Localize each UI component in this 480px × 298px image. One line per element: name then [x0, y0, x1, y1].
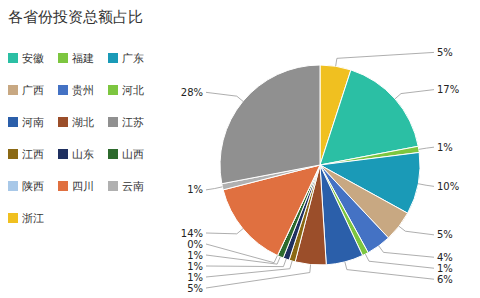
pie [220, 65, 420, 265]
legend-label: 浙江 [22, 212, 44, 225]
legend-label: 福建 [72, 52, 94, 65]
legend-swatch [8, 213, 18, 223]
leader-line [336, 52, 434, 66]
data-label: 1% [437, 263, 453, 274]
legend-label: 贵州 [72, 84, 94, 97]
legend-label: 山西 [122, 148, 144, 161]
leader-line [379, 246, 434, 257]
data-label: 6% [437, 274, 453, 285]
legend-swatch [58, 117, 68, 127]
legend-swatch [8, 53, 18, 63]
chart: 各省份投资总额占比5%17%1%10%5%4%1%6%5%1%1%1%0%14%… [0, 0, 480, 298]
legend-label: 陕西 [22, 180, 44, 193]
leader-line [419, 147, 434, 149]
legend-label: 山东 [72, 148, 94, 161]
data-label: 5% [437, 47, 453, 58]
legend-label: 河北 [122, 84, 144, 97]
legend-swatch [8, 181, 18, 191]
legend-swatch [108, 117, 118, 127]
leader-line [365, 254, 434, 268]
legend-swatch [58, 53, 68, 63]
legend-label: 安徽 [22, 52, 44, 65]
pie-slice [320, 165, 363, 265]
data-label: 28% [181, 87, 203, 98]
data-label: 5% [187, 283, 203, 294]
legend-label: 广东 [122, 52, 144, 65]
leader-line [206, 265, 311, 288]
leader-line [345, 262, 434, 279]
data-label: 1% [187, 272, 203, 283]
leader-line [206, 255, 280, 264]
legend-label: 湖北 [72, 116, 94, 129]
legend-swatch [108, 149, 118, 159]
data-label: 14% [181, 228, 203, 239]
legend-swatch [108, 53, 118, 63]
title: 各省份投资总额占比 [8, 8, 143, 26]
legend-swatch [58, 85, 68, 95]
data-label: 0% [187, 239, 203, 250]
data-label: 10% [437, 181, 459, 192]
legend-label: 河南 [22, 116, 44, 129]
data-label: 1% [187, 250, 203, 261]
legend-swatch [108, 181, 118, 191]
legend: 安徽 福建 广东广西 贵州 河北河南 湖北 江苏江西 山东 山西陕西 四川 云南浙江 [8, 52, 144, 225]
data-label: 17% [437, 84, 459, 95]
legend-swatch [8, 85, 18, 95]
leader-line [206, 261, 292, 277]
data-labels: 5%17%1%10%5%4%1%6%5%1%1%1%0%14%1%28% [181, 47, 459, 294]
legend-swatch [8, 149, 18, 159]
legend-label: 云南 [122, 180, 144, 193]
legend-label: 四川 [72, 180, 94, 193]
legend-label: 广西 [22, 84, 44, 97]
data-label: 1% [187, 261, 203, 272]
legend-swatch [58, 149, 68, 159]
data-label: 4% [437, 252, 453, 263]
leader-line [206, 92, 243, 101]
leader-line [206, 229, 243, 234]
data-label: 1% [187, 184, 203, 195]
legend-swatch [8, 117, 18, 127]
leader-line [418, 184, 434, 187]
pie-slice [320, 70, 418, 165]
data-label: 1% [437, 142, 453, 153]
pie-slice [220, 65, 320, 184]
leader-line [399, 226, 434, 235]
legend-label: 江苏 [122, 116, 144, 129]
leader-line [206, 244, 277, 263]
leader-line [395, 90, 434, 99]
legend-swatch [108, 85, 118, 95]
legend-label: 江西 [22, 148, 44, 161]
data-label: 5% [437, 229, 453, 240]
leader-line [206, 187, 222, 190]
legend-swatch [58, 181, 68, 191]
